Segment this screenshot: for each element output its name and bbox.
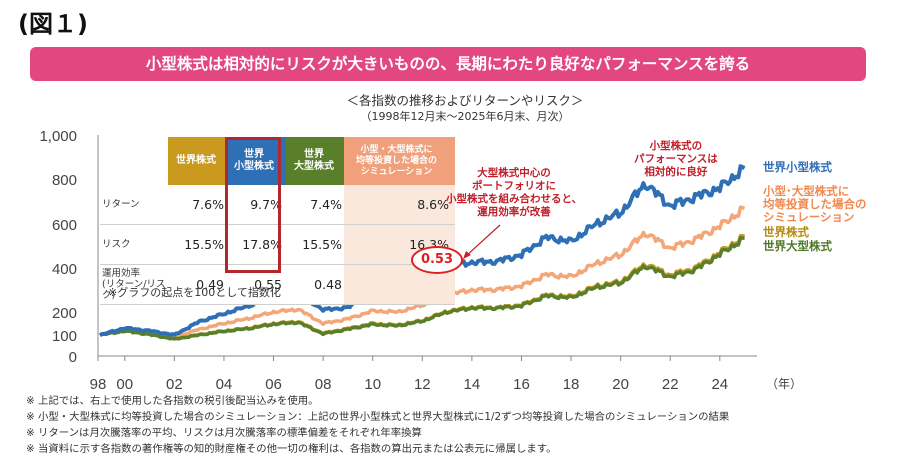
x-tick-label: 14 — [464, 376, 481, 393]
legend-world: 世界株式 — [763, 225, 809, 239]
x-tick-label: 18 — [563, 376, 580, 393]
row-label: 運用効率 (リターン/リスク) — [100, 264, 168, 305]
stats-corner — [100, 137, 168, 185]
col-header-large: 世界 大型株式 — [286, 137, 344, 185]
x-tick-label: 12 — [414, 376, 431, 393]
row-label: リターン — [100, 185, 168, 225]
x-axis-unit: （年） — [766, 377, 802, 391]
x-tick-label: 24 — [711, 376, 728, 393]
figure-label: (図１) — [18, 10, 88, 38]
annotation-arrow — [465, 224, 501, 257]
row-label: リスク — [100, 224, 168, 265]
cell: 15.5% — [286, 224, 344, 265]
y-tick-label: 800 — [52, 172, 77, 189]
chart-subtitle: ＜各指数の推移およびリターンやリスク＞ — [346, 93, 584, 108]
stats-table: 世界株式 世界 小型株式 世界 大型株式 小型・大型株式に 均等投資した場合の シミュレ… — [100, 137, 455, 305]
legend-simulation: 小型･大型株式に 均等投資した場合の シミュレーション — [763, 184, 867, 224]
x-tick-label: 20 — [612, 376, 629, 393]
stats-row-risk: リスク 15.5% 17.8% 15.5% 16.3% — [100, 224, 455, 265]
cell: 9.7% — [226, 185, 286, 225]
y-tick-label: 200 — [52, 305, 77, 322]
cell: 17.8% — [226, 224, 286, 265]
x-tick-label: 10 — [364, 376, 381, 393]
x-tick-label: 08 — [315, 376, 332, 393]
y-tick-label: 100 — [52, 328, 77, 345]
footnote: ※ 小型・大型株式に均等投資した場合のシミュレーション：上記の世界小型株式と世界… — [26, 411, 730, 423]
series-line-1 — [99, 205, 746, 339]
cell: 0.49 — [168, 264, 226, 305]
stats-row-efficiency: 運用効率 (リターン/リスク) 0.49 0.55 0.48 — [100, 264, 455, 305]
cell: 7.4% — [286, 185, 344, 225]
footnote: ※ 上記では、右上で使用した各指数の税引後配当込みを使用。 — [26, 395, 319, 407]
legend-large-cap: 世界大型株式 — [763, 239, 832, 253]
cell: 7.6% — [168, 185, 226, 225]
series-line-3 — [99, 236, 745, 341]
x-tick-label: 16 — [513, 376, 530, 393]
y-tick-label: 1,000 — [39, 128, 77, 145]
col-header-simulation: 小型・大型株式に 均等投資した場合の シミュレーション — [344, 137, 455, 185]
cell: 8.6% — [344, 185, 455, 225]
col-header-world: 世界株式 — [168, 137, 226, 185]
x-tick-label: 02 — [166, 376, 183, 393]
chart-period: （1998年12月末～2025年6月末、月次） — [360, 110, 570, 123]
cell: 15.5% — [168, 224, 226, 265]
x-tick-label: 00 — [116, 376, 133, 393]
col-header-small: 世界 小型株式 — [226, 137, 286, 185]
x-tick-label: 22 — [662, 376, 679, 393]
cell: 0.48 — [286, 264, 344, 305]
footnotes: ※ 上記では、右上で使用した各指数の税引後配当込みを使用。 ※ 小型・大型株式に… — [26, 393, 729, 457]
footnote: ※ リターンは月次騰落率の平均、リスクは月次騰落率の標準偏差をそれぞれ年率換算 — [26, 427, 422, 439]
base-note: ※グラフの起点を100として指数化 — [108, 286, 281, 299]
x-tick-label: 98 — [90, 376, 107, 393]
annotation-arrowhead — [463, 251, 471, 259]
legend-small-cap: 世界小型株式 — [763, 160, 832, 174]
cell: 16.3% — [344, 224, 455, 265]
headline-banner: 小型株式は相対的にリスクが大きいものの、長期にわたり良好なパフォーマンスを誇る — [30, 47, 866, 81]
footnote: ※ 当資料に示す各指数の著作権等の知的財産権その他一切の権利は、各指数の算出元ま… — [26, 443, 557, 455]
y-tick-label: 600 — [52, 217, 77, 234]
simulation-efficiency-badge: 0.53 — [411, 246, 463, 274]
y-tick-label: 400 — [52, 261, 77, 278]
stats-row-return: リターン 7.6% 9.7% 7.4% 8.6% — [100, 185, 455, 225]
x-tick-label: 06 — [265, 376, 282, 393]
x-tick-label: 04 — [216, 376, 233, 393]
annotation-small-cap: 小型株式の パフォーマンスは 相対的に良好 — [634, 140, 718, 178]
annotation-portfolio: 大型株式中心の ポートフォリオに 小型株式を組み合わせると、 運用効率が改善 — [446, 167, 583, 218]
y-tick-label: 0 — [69, 349, 77, 366]
